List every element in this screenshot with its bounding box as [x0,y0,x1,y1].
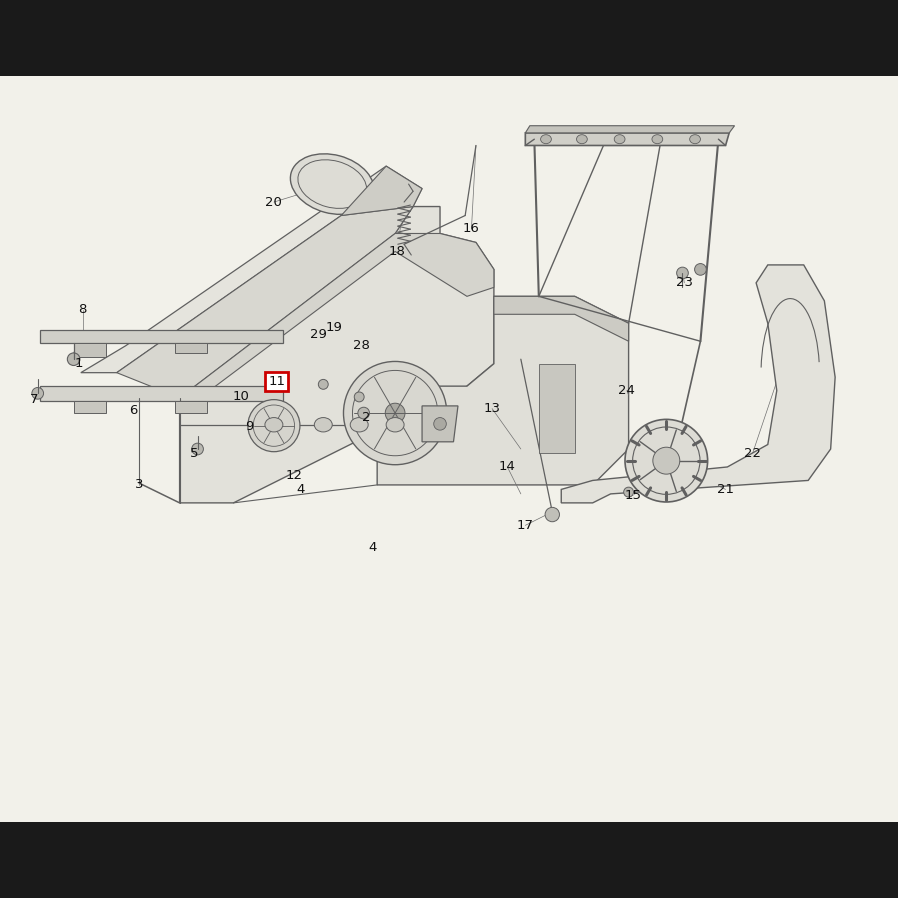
Ellipse shape [32,388,43,399]
Ellipse shape [67,353,80,365]
Bar [539,364,575,453]
Text: 3: 3 [135,479,144,491]
Text: 21: 21 [718,483,734,496]
Ellipse shape [318,380,329,390]
Text: 19: 19 [326,321,342,334]
Text: 24: 24 [619,384,635,397]
Polygon shape [175,343,207,353]
Ellipse shape [657,452,675,470]
Text: 29: 29 [311,328,327,340]
Polygon shape [180,233,494,413]
Text: 4: 4 [296,483,305,496]
Text: 20: 20 [266,196,282,208]
Polygon shape [40,330,283,343]
Ellipse shape [677,268,688,279]
Ellipse shape [614,135,625,144]
Text: 15: 15 [625,489,641,502]
Text: 10: 10 [233,391,249,403]
Ellipse shape [652,135,663,144]
Polygon shape [525,133,729,145]
Polygon shape [74,401,106,413]
Text: 28: 28 [353,339,369,352]
Text: 18: 18 [389,245,405,258]
Ellipse shape [653,447,680,474]
Polygon shape [377,296,629,485]
Text: 7: 7 [30,393,39,406]
Ellipse shape [265,418,283,432]
Ellipse shape [386,418,404,432]
Polygon shape [422,406,458,442]
Ellipse shape [192,444,203,454]
Text: 16: 16 [463,223,480,235]
Text: 5: 5 [189,447,198,460]
Text: 13: 13 [484,402,500,415]
Ellipse shape [354,392,365,402]
Polygon shape [494,296,629,341]
Ellipse shape [541,135,551,144]
Text: 2: 2 [362,411,371,424]
Ellipse shape [314,418,332,432]
Text: 8: 8 [78,304,87,316]
Text: 23: 23 [676,277,692,289]
Ellipse shape [695,264,706,276]
Polygon shape [40,386,283,401]
Bar [0,76,898,822]
Polygon shape [74,343,106,357]
Ellipse shape [577,135,587,144]
Polygon shape [117,207,413,398]
Ellipse shape [623,487,633,497]
Text: 1: 1 [75,357,84,370]
Ellipse shape [434,418,446,430]
Polygon shape [561,265,835,503]
Text: 6: 6 [128,404,137,417]
Ellipse shape [350,418,368,432]
Text: 4: 4 [368,541,377,554]
Ellipse shape [290,154,374,215]
Text: 17: 17 [517,519,533,532]
Polygon shape [180,207,494,503]
Text: 14: 14 [499,461,515,473]
Ellipse shape [385,403,405,423]
Ellipse shape [545,507,559,522]
Ellipse shape [357,408,370,418]
Ellipse shape [625,419,708,502]
Polygon shape [525,126,735,133]
Text: 12: 12 [286,470,303,482]
Polygon shape [341,166,422,216]
Ellipse shape [343,361,447,465]
Text: 11: 11 [269,375,285,388]
Text: 22: 22 [744,447,761,460]
Ellipse shape [248,400,300,452]
Polygon shape [175,401,207,413]
Polygon shape [81,166,422,373]
Text: 9: 9 [245,420,254,433]
Ellipse shape [690,135,700,144]
